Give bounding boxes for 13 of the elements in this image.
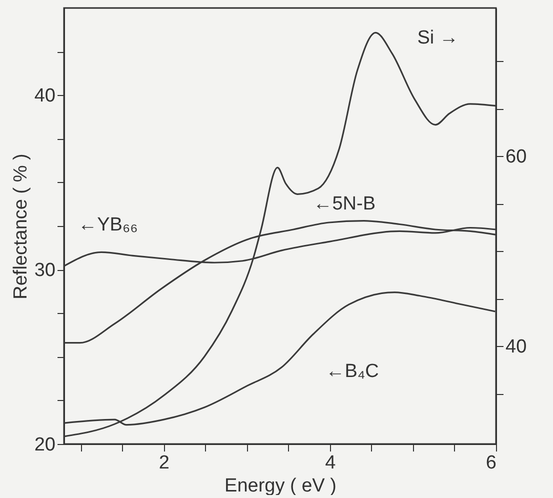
series-label: ←B₄C (326, 360, 379, 382)
y2-tick-label: 40 (506, 336, 527, 358)
x-tick-label: 6 (486, 452, 496, 474)
x-tick-label: 2 (158, 452, 170, 474)
y-axis-title: Reflectance ( % ) (10, 154, 32, 300)
y-tick-label: 30 (34, 260, 56, 282)
y-tick-label: 40 (34, 86, 56, 107)
y2-tick-label: 60 (506, 146, 527, 168)
x-tick-label: 4 (325, 452, 336, 474)
series-label: Si → (417, 28, 458, 49)
y-tick-label: 20 (34, 434, 56, 456)
series-label: ←5N-B (313, 193, 376, 214)
series-label: ←YB₆₆ (78, 214, 138, 236)
